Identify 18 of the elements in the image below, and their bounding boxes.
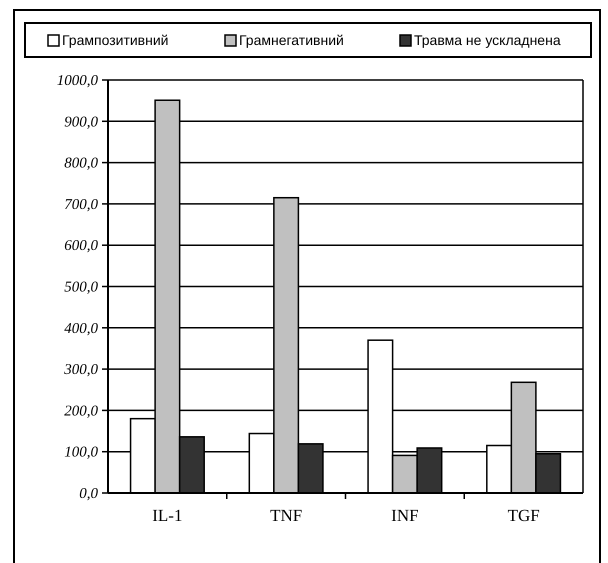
legend-label: Травма не ускладнена (414, 32, 561, 48)
x-tick-label: TNF (270, 506, 302, 525)
y-tick-label: 0,0 (79, 486, 98, 502)
y-tick-label: 400,0 (64, 320, 98, 337)
x-tick-label: IL-1 (152, 506, 182, 525)
y-tick-label: 100,0 (64, 444, 98, 461)
y-tick-label: 1000,0 (56, 73, 98, 89)
y-tick-label: 300,0 (63, 362, 98, 378)
y-tick-label: 800,0 (64, 156, 98, 172)
legend-label: Грамнегативний (239, 32, 344, 48)
y-tick-label: 700,0 (64, 196, 98, 213)
y-tick-label: 600,0 (64, 238, 98, 254)
y-tick-label: 900,0 (64, 114, 98, 130)
x-tick-label: INF (391, 506, 419, 525)
y-tick-label: 200,0 (64, 403, 98, 420)
y-tick-label: 500,0 (64, 280, 98, 296)
legend-label: Грампозитивний (62, 32, 168, 48)
x-tick-label: TGF (508, 506, 540, 525)
